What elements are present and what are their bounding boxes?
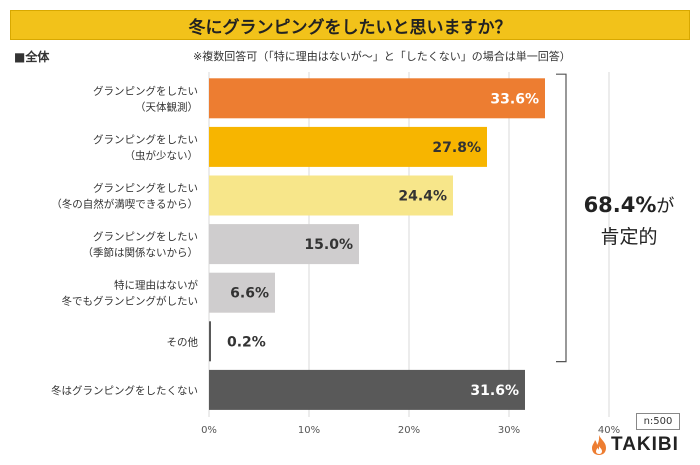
category-label: グランピングをしたい: [93, 84, 198, 97]
category-label: （虫が少ない）: [125, 149, 199, 162]
bar: [209, 369, 525, 410]
brace-percentage: 68.4%: [583, 193, 657, 217]
x-tick-label: 40%: [598, 425, 620, 436]
data-label: 6.6%: [230, 286, 269, 302]
brace-annotation: 68.4%が 肯定的: [574, 192, 684, 249]
category-label: （天体観測）: [135, 100, 198, 113]
x-tick-label: 20%: [398, 425, 420, 436]
data-label: 15.0%: [304, 237, 353, 253]
logo-text: TAKIBI: [611, 434, 679, 455]
group-label: ■全体: [14, 50, 50, 64]
category-label: （季節は関係ないから）: [83, 246, 199, 259]
data-label: 33.6%: [490, 91, 539, 107]
category-label: その他: [167, 335, 199, 348]
bar: [209, 175, 453, 216]
category-label: 特に理由はないが: [114, 279, 198, 292]
x-tick-label: 0%: [201, 425, 217, 436]
category-label: グランピングをしたい: [93, 133, 198, 146]
x-tick-label: 10%: [298, 425, 320, 436]
category-label: （冬の自然が満喫できるから）: [51, 198, 198, 211]
sample-size-badge: n:500: [636, 413, 680, 430]
category-label: 冬でもグランピングがしたい: [62, 295, 199, 308]
brace-label: 肯定的: [600, 226, 658, 248]
chart-title: 冬にグランピングをしたいと思いますか？: [10, 10, 690, 40]
positive-bracket: [556, 73, 567, 363]
bar: [209, 272, 275, 313]
data-label: 0.2%: [227, 334, 266, 350]
category-label: 冬はグランピングをしたくない: [51, 384, 198, 397]
brace-particle: が: [656, 196, 675, 217]
bar: [209, 321, 211, 362]
bar: [209, 78, 545, 119]
category-label: グランピングをしたい: [93, 230, 198, 243]
data-label: 24.4%: [398, 189, 447, 205]
bar: [209, 126, 487, 167]
chart-note: ※複数回答可（「特に理由はないが〜」と「したくない」の場合は単一回答）: [193, 50, 571, 63]
takibi-logo: TAKIBI: [590, 434, 679, 456]
data-label: 27.8%: [432, 140, 481, 156]
data-label: 31.6%: [470, 383, 519, 399]
bar: [209, 224, 359, 265]
x-tick-label: 30%: [498, 425, 520, 436]
category-label: グランピングをしたい: [93, 182, 198, 195]
flame-icon: [592, 435, 606, 455]
